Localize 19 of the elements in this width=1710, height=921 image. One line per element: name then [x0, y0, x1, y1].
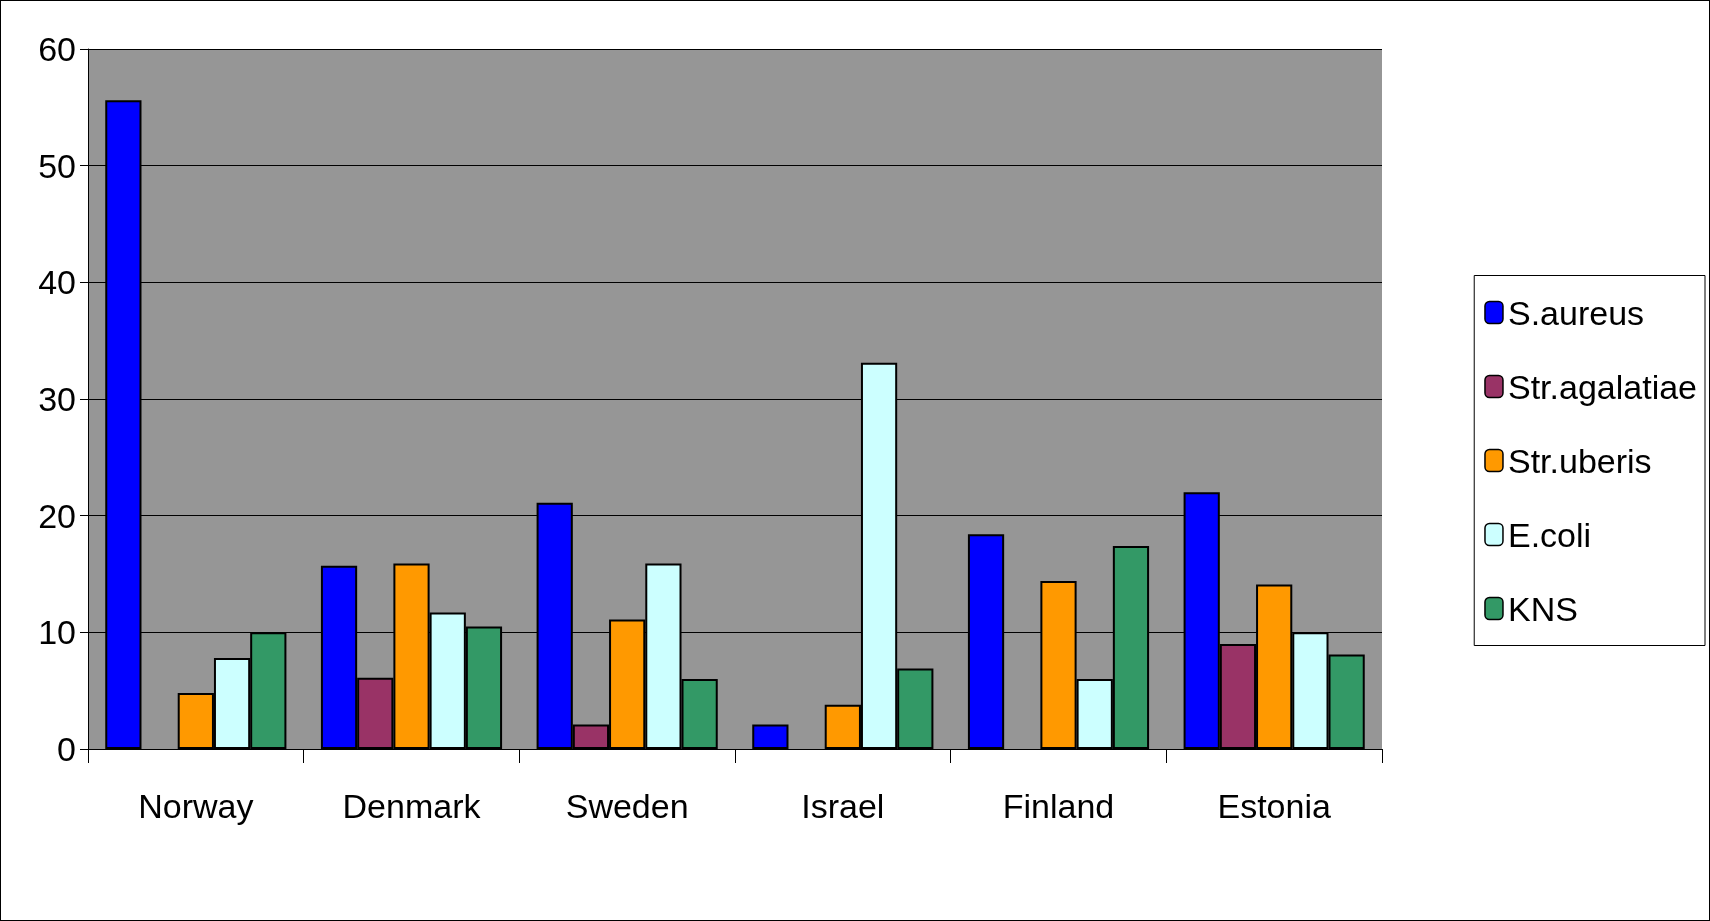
- legend-label: KNS: [1507, 589, 1578, 628]
- y-tick-label: 10: [38, 613, 76, 652]
- legend-label: E.coli: [1507, 515, 1592, 554]
- x-tick-label: Norway: [138, 787, 254, 825]
- legend-label: Str.agalatiae: [1507, 367, 1698, 406]
- y-tick-label: 60: [38, 30, 76, 68]
- x-tick-label: Denmark: [342, 787, 482, 825]
- y-tick-label: 20: [38, 496, 76, 535]
- bar: [752, 724, 789, 749]
- legend-label: Str.uberis: [1507, 441, 1652, 480]
- y-tick-label: 40: [38, 263, 76, 302]
- y-tick-label: 30: [38, 380, 76, 418]
- y-tick-label: 0: [57, 730, 76, 768]
- legend-label: S.aureus: [1507, 293, 1645, 332]
- x-tick-label: Israel: [801, 787, 885, 825]
- y-tick-label: 50: [38, 146, 76, 185]
- x-tick-label: Finland: [1002, 787, 1115, 825]
- x-tick-label: Sweden: [565, 787, 689, 825]
- x-tick-label: Estonia: [1217, 787, 1331, 825]
